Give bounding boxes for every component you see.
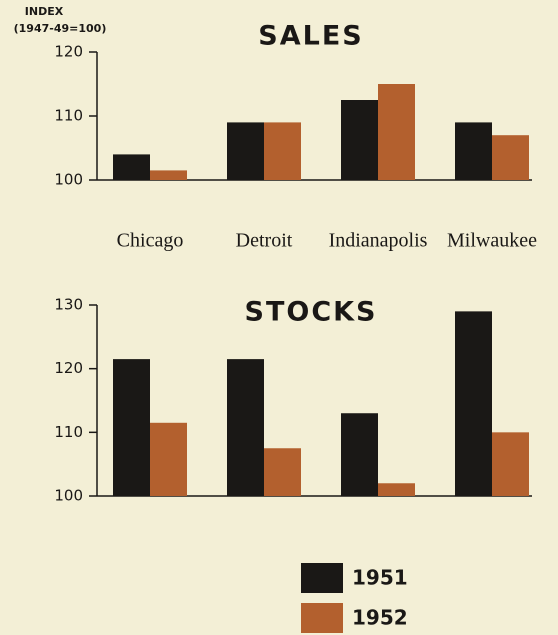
y-tick-label: 110 xyxy=(54,423,83,441)
y-axis-label: INDEX xyxy=(25,5,64,18)
y-tick-label: 120 xyxy=(54,43,83,61)
y-tick-label: 100 xyxy=(54,171,83,189)
legend-swatch xyxy=(301,603,343,633)
y-tick-label: 130 xyxy=(54,296,83,314)
y-axis-label: (1947-49=100) xyxy=(14,22,107,35)
x-tick-label: Milwaukee xyxy=(447,230,537,252)
x-tick-label: Detroit xyxy=(236,230,293,252)
bar xyxy=(113,359,150,496)
bar xyxy=(150,170,187,180)
bar xyxy=(341,413,378,496)
legend-swatch xyxy=(301,563,343,593)
panel-title: SALES xyxy=(258,21,363,52)
bar xyxy=(227,122,264,180)
bar xyxy=(264,122,301,180)
x-tick-label: Indianapolis xyxy=(329,230,428,252)
bar xyxy=(492,432,529,496)
x-tick-label: Chicago xyxy=(117,230,184,252)
bar xyxy=(227,359,264,496)
y-tick-label: 120 xyxy=(54,359,83,377)
bar xyxy=(492,135,529,180)
legend-label: 1951 xyxy=(352,566,408,590)
bar xyxy=(113,154,150,180)
bar xyxy=(264,448,301,496)
bar xyxy=(378,84,415,180)
bar xyxy=(378,483,415,496)
panel-title: STOCKS xyxy=(245,297,378,328)
y-tick-label: 100 xyxy=(54,487,83,505)
bar xyxy=(455,311,492,496)
bar xyxy=(150,422,187,496)
bar xyxy=(341,100,378,180)
legend-label: 1952 xyxy=(352,606,408,630)
y-tick-label: 110 xyxy=(54,107,83,125)
bar xyxy=(455,122,492,180)
